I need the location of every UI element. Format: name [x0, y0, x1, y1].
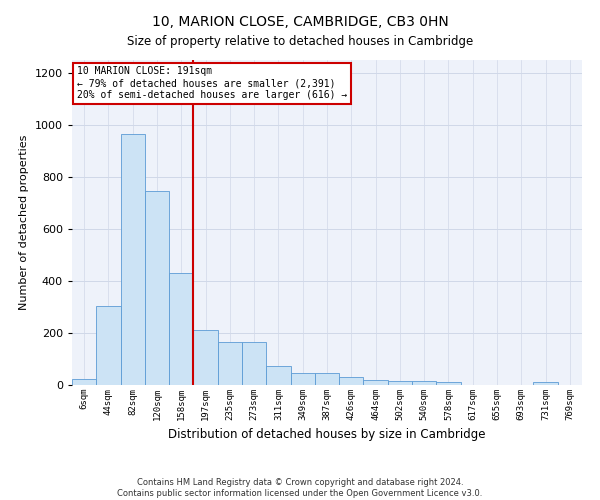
Text: 10, MARION CLOSE, CAMBRIDGE, CB3 0HN: 10, MARION CLOSE, CAMBRIDGE, CB3 0HN [152, 15, 448, 29]
Y-axis label: Number of detached properties: Number of detached properties [19, 135, 29, 310]
Bar [388, 381, 412, 385]
Bar [72, 378, 96, 385]
Bar [193, 330, 218, 385]
X-axis label: Distribution of detached houses by size in Cambridge: Distribution of detached houses by size … [168, 428, 486, 442]
Bar [364, 380, 388, 385]
Bar [96, 306, 121, 385]
Bar [339, 377, 364, 385]
Bar [242, 342, 266, 385]
Bar [218, 342, 242, 385]
Bar [169, 273, 193, 385]
Text: Size of property relative to detached houses in Cambridge: Size of property relative to detached ho… [127, 35, 473, 48]
Bar [290, 372, 315, 385]
Bar [121, 134, 145, 385]
Bar [533, 382, 558, 385]
Bar [436, 382, 461, 385]
Bar [315, 372, 339, 385]
Bar [266, 366, 290, 385]
Text: 10 MARION CLOSE: 191sqm
← 79% of detached houses are smaller (2,391)
20% of semi: 10 MARION CLOSE: 191sqm ← 79% of detache… [77, 66, 347, 100]
Text: Contains HM Land Registry data © Crown copyright and database right 2024.
Contai: Contains HM Land Registry data © Crown c… [118, 478, 482, 498]
Bar [412, 381, 436, 385]
Bar [145, 192, 169, 385]
